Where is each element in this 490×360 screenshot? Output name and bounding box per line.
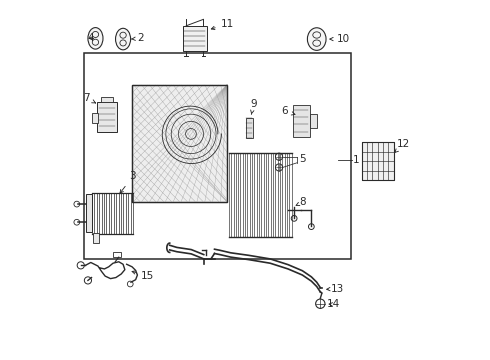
Text: 15: 15 (132, 271, 154, 281)
Bar (132, 85, 227, 202)
Bar (310, 114, 317, 128)
Text: 6: 6 (281, 106, 295, 116)
Text: 10: 10 (330, 34, 349, 44)
Ellipse shape (116, 28, 131, 50)
Text: 14: 14 (327, 300, 340, 310)
Text: 13: 13 (327, 284, 344, 294)
Bar (183, 26, 207, 51)
Bar (294, 105, 310, 137)
Text: 5: 5 (299, 154, 305, 164)
Bar (84, 53, 351, 259)
Bar (245, 118, 253, 138)
Bar (362, 142, 394, 180)
Bar (101, 96, 113, 102)
Text: 3: 3 (120, 171, 136, 193)
Text: 2: 2 (132, 33, 144, 43)
Text: 7: 7 (83, 93, 96, 103)
Text: 1: 1 (353, 155, 360, 165)
Text: 12: 12 (395, 139, 410, 152)
Text: 11: 11 (211, 19, 234, 30)
Ellipse shape (307, 28, 326, 50)
Bar (113, 252, 122, 257)
Bar (93, 233, 99, 243)
Bar (132, 85, 227, 202)
Bar (97, 102, 117, 132)
Ellipse shape (88, 28, 103, 49)
Text: 4: 4 (87, 33, 94, 43)
Bar (92, 113, 98, 123)
Text: 8: 8 (296, 197, 306, 207)
Text: 9: 9 (250, 99, 257, 114)
Bar (87, 194, 92, 232)
